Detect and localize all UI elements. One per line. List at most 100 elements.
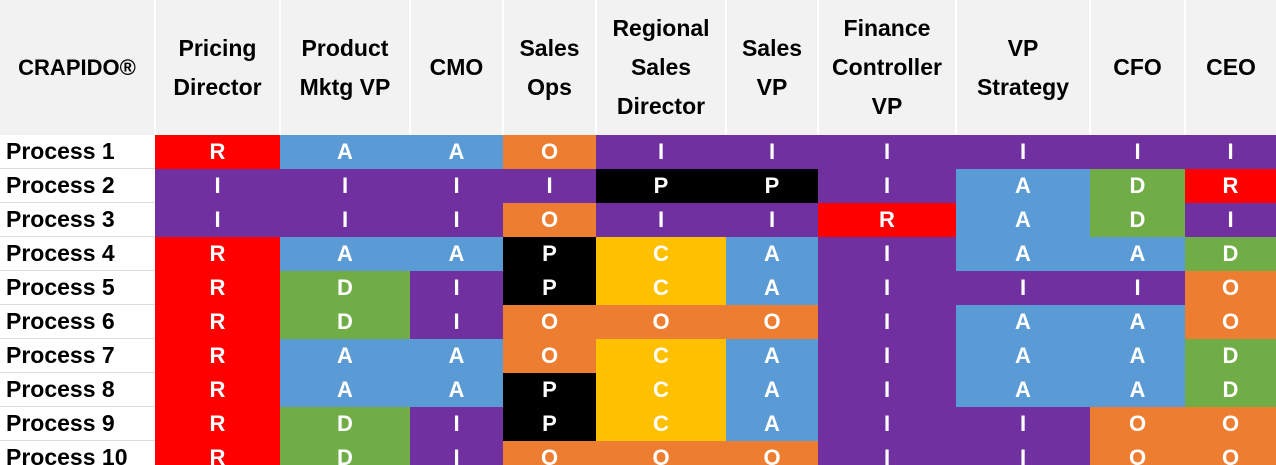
column-header: Sales VP — [725, 0, 818, 135]
raci-cell: O — [1185, 406, 1276, 441]
raci-cell: A — [726, 372, 818, 407]
raci-cell: A — [726, 236, 818, 271]
header-line: Mktg VP — [299, 73, 391, 100]
raci-cell: O — [726, 440, 818, 465]
process-row: Process 10 R D I O O O I I O O — [0, 440, 1276, 465]
raci-cell: I — [818, 406, 956, 441]
raci-cell: I — [726, 202, 818, 237]
header-line: Strategy — [976, 73, 1070, 100]
header-line: Sales — [741, 34, 803, 61]
raci-cell: O — [1185, 270, 1276, 305]
header-line: Pricing — [178, 34, 257, 61]
raci-cell: P — [596, 168, 726, 203]
row-label: Process 5 — [0, 270, 155, 305]
raci-cell: O — [503, 304, 596, 339]
raci-cell: A — [726, 338, 818, 373]
header-line: Product — [301, 34, 389, 61]
raci-cell: C — [596, 270, 726, 305]
header-row: CRAPIDO® Pricing Director Product Mktg VP CM… — [0, 0, 1276, 135]
raci-cell: O — [596, 440, 726, 465]
row-label: Process 1 — [0, 135, 155, 169]
raci-cell: A — [956, 236, 1090, 271]
raci-cell: A — [280, 338, 410, 373]
raci-cell: R — [155, 135, 280, 169]
raci-cell: I — [818, 236, 956, 271]
raci-cell: A — [280, 135, 410, 169]
raci-cell: I — [818, 304, 956, 339]
header-line: CEO — [1206, 54, 1256, 80]
row-label: Process 6 — [0, 304, 155, 339]
raci-cell: I — [956, 135, 1090, 169]
raci-cell: D — [280, 406, 410, 441]
raci-cell: I — [1090, 135, 1185, 169]
header-line: VP — [1007, 34, 1039, 61]
raci-cell: I — [410, 270, 503, 305]
row-label: Process 8 — [0, 372, 155, 407]
header-line: Sales — [630, 54, 692, 80]
raci-cell: D — [1090, 202, 1185, 237]
raci-cell: D — [1185, 338, 1276, 373]
raci-cell: I — [818, 270, 956, 305]
header-line: Director — [616, 93, 706, 119]
raci-cell: D — [280, 270, 410, 305]
raci-cell: C — [596, 236, 726, 271]
raci-cell: O — [1090, 406, 1185, 441]
raci-cell: C — [596, 338, 726, 373]
raci-cell: O — [503, 338, 596, 373]
raci-cell: D — [1185, 236, 1276, 271]
raci-cell: D — [1185, 372, 1276, 407]
raci-cell: P — [503, 236, 596, 271]
header-line: Controller — [832, 54, 942, 80]
raci-cell: I — [956, 406, 1090, 441]
raci-cell: O — [1185, 440, 1276, 465]
column-header: CFO — [1089, 0, 1185, 135]
header-line: CFO — [1113, 54, 1162, 80]
raci-cell: I — [1185, 135, 1276, 169]
raci-cell: I — [410, 168, 503, 203]
row-label: Process 9 — [0, 406, 155, 441]
raci-cell: I — [503, 168, 596, 203]
raci-cell: R — [155, 304, 280, 339]
raci-cell: I — [410, 202, 503, 237]
raci-cell: O — [726, 304, 818, 339]
raci-cell: D — [280, 304, 410, 339]
row-label: Process 7 — [0, 338, 155, 373]
row-label: Process 2 — [0, 168, 155, 203]
raci-cell: A — [410, 372, 503, 407]
row-label: Process 4 — [0, 236, 155, 271]
raci-cell: A — [1090, 338, 1185, 373]
raci-cell: A — [410, 135, 503, 169]
table-body: Process 1 R A A O I I I I I I Process 2 I I I I P P I A D R Pr… — [0, 135, 1276, 465]
raci-cell: I — [1185, 202, 1276, 237]
raci-cell: A — [410, 236, 503, 271]
row-label: Process 10 — [0, 440, 155, 465]
raci-cell: I — [596, 135, 726, 169]
column-header: CEO — [1184, 0, 1276, 135]
raci-cell: P — [726, 168, 818, 203]
raci-cell: A — [956, 168, 1090, 203]
column-header: Pricing Director — [154, 0, 280, 135]
column-header: VP Strategy — [955, 0, 1090, 135]
raci-cell: A — [956, 304, 1090, 339]
raci-cell: I — [280, 168, 410, 203]
raci-cell: A — [410, 338, 503, 373]
raci-cell: R — [155, 338, 280, 373]
header-line: Ops — [527, 73, 572, 100]
raci-cell: O — [503, 202, 596, 237]
raci-cell: R — [818, 202, 956, 237]
raci-cell: A — [956, 372, 1090, 407]
header-line: VP — [871, 93, 903, 119]
raci-cell: R — [155, 372, 280, 407]
column-header: Sales Ops — [502, 0, 596, 135]
raci-cell: I — [818, 440, 956, 465]
raci-cell: O — [503, 135, 596, 169]
raci-cell: O — [596, 304, 726, 339]
raci-cell: R — [155, 406, 280, 441]
raci-cell: I — [155, 202, 280, 237]
